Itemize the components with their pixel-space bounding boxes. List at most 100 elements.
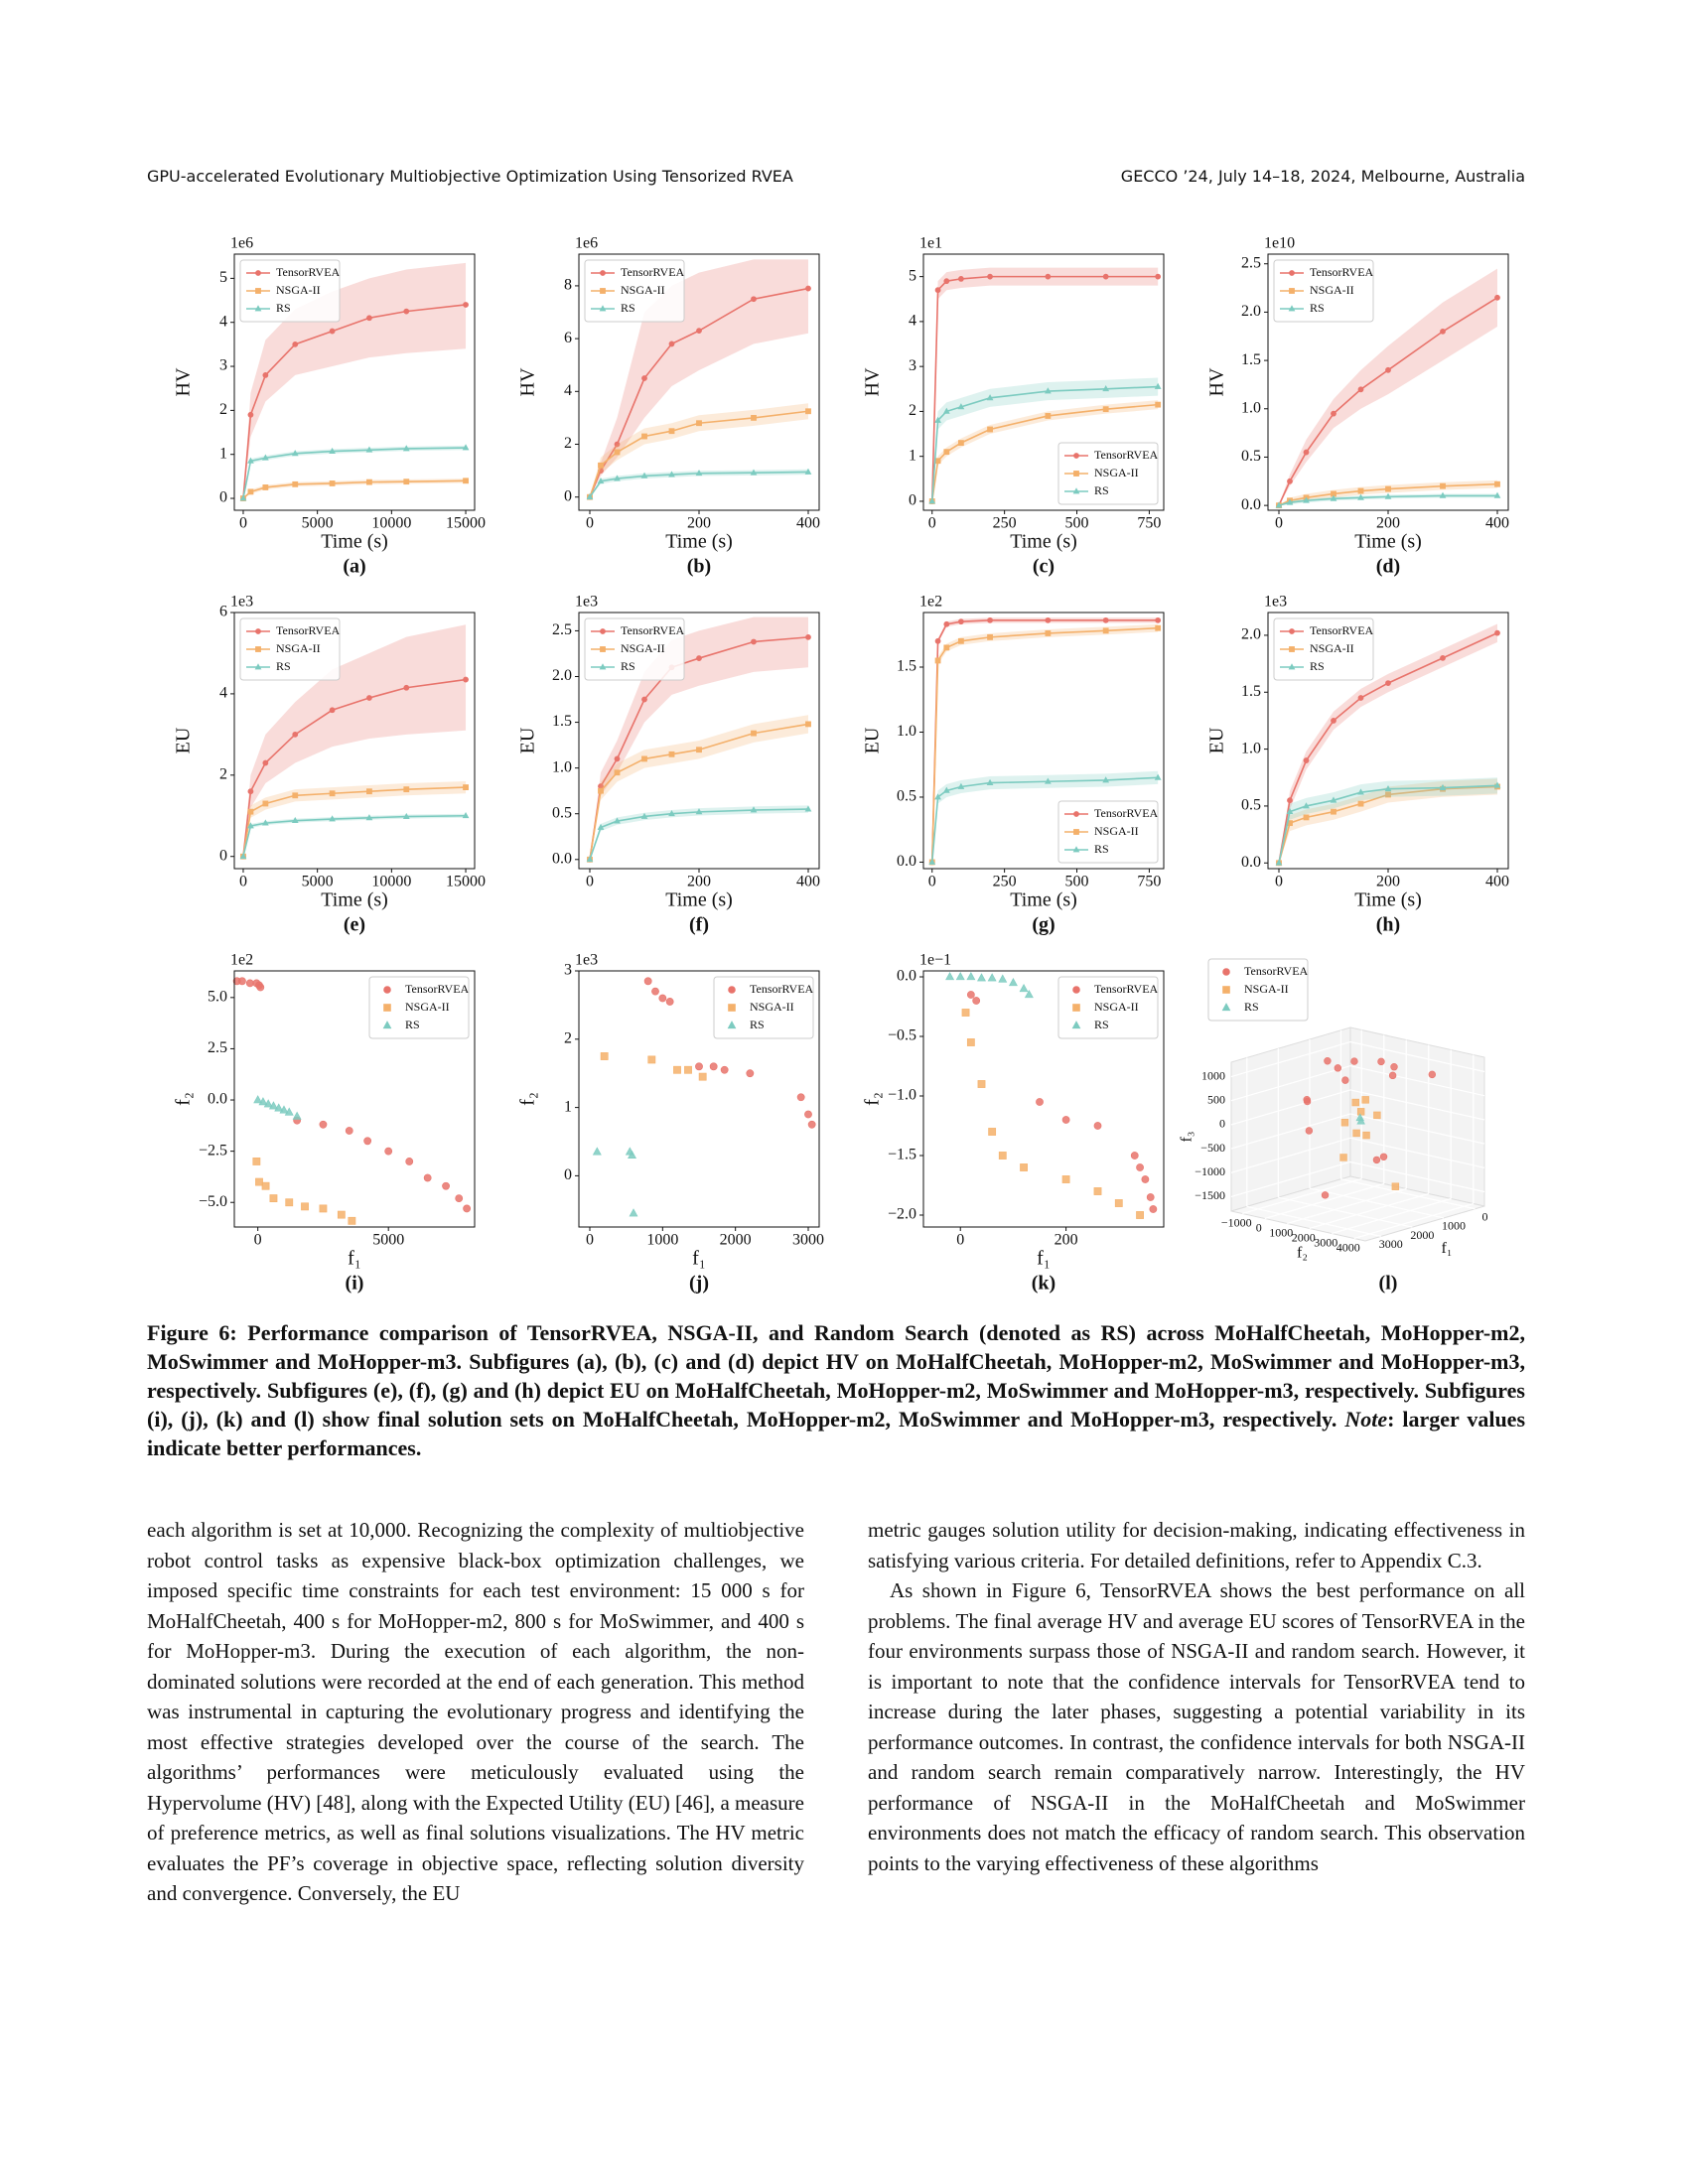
marker: [640, 472, 648, 478]
marker: [1390, 1063, 1398, 1071]
line: [1278, 494, 1497, 506]
marker: [696, 328, 702, 335]
legend-marker: [255, 288, 261, 294]
marker: [262, 484, 269, 490]
marker: [1045, 630, 1052, 636]
x-tick-label: 10000: [371, 515, 411, 532]
axis-offset-label: 1e1: [919, 235, 942, 252]
marker: [943, 644, 950, 651]
paragraph: each algorithm is set at 10,000. Recogni…: [147, 1518, 804, 1905]
legend-entry: RS: [1280, 301, 1325, 315]
marker: [462, 812, 470, 819]
x-tick-label: 400: [1485, 515, 1509, 532]
legend-label: NSGA-II: [1094, 824, 1139, 838]
marker: [998, 974, 1008, 983]
y-tick-label: 2.5: [1241, 254, 1261, 271]
y-axis-label: HV: [517, 367, 539, 396]
plot-frame: [578, 253, 820, 511]
marker: [1352, 1129, 1360, 1138]
marker: [1155, 401, 1162, 408]
marker: [247, 822, 254, 829]
marker: [1494, 480, 1500, 487]
marker: [1287, 478, 1293, 484]
marker: [1373, 1111, 1381, 1120]
y-tick-label: 1.0: [1241, 399, 1261, 416]
marker: [641, 696, 647, 703]
legend-label: NSGA-II: [1310, 641, 1354, 655]
marker: [750, 469, 758, 476]
legend: TensorRVEA NSGA-II RS: [1273, 617, 1374, 681]
marker: [805, 633, 811, 640]
series: [928, 623, 1162, 866]
subfigure-label: (b): [687, 556, 711, 578]
marker: [957, 782, 965, 789]
y-tick-label: −2.0: [888, 1206, 916, 1223]
marker: [1331, 718, 1336, 724]
legend: TensorRVEA NSGA-II RS: [713, 976, 814, 1039]
marker: [586, 492, 594, 500]
legend-entry: TensorRVEA: [1064, 806, 1159, 820]
grid-line: [1349, 1040, 1485, 1073]
y-tick-label: 2: [219, 765, 227, 782]
subfigure-label: (a): [343, 556, 365, 578]
marker: [1385, 791, 1391, 798]
plot-frame: [1267, 612, 1509, 870]
marker: [402, 812, 410, 819]
marker: [987, 973, 997, 982]
x-tick-label: 750: [1137, 874, 1161, 890]
y-axis-label: f₂: [173, 1092, 195, 1106]
legend-box: [1057, 976, 1159, 1039]
marker: [695, 470, 703, 477]
x-tick-label: 200: [1376, 515, 1400, 532]
x-tick-label: 500: [1065, 874, 1089, 890]
marker: [945, 972, 955, 981]
x-axis-label: f₁: [692, 1248, 706, 1270]
marker: [1384, 784, 1392, 792]
legend: TensorRVEA NSGA-II RS: [584, 259, 685, 323]
x-axis-label: Time (s): [1010, 531, 1077, 553]
line: [930, 619, 1159, 863]
confidence-band: [931, 400, 1159, 501]
marker: [329, 790, 336, 797]
marker: [262, 819, 269, 826]
confidence-band: [242, 445, 467, 499]
marker: [263, 1099, 273, 1108]
legend-label: RS: [1094, 483, 1109, 497]
legend-label: TensorRVEA: [276, 265, 341, 279]
grid-line: [1246, 1205, 1381, 1237]
series: [1276, 479, 1500, 509]
series: [600, 1052, 707, 1081]
z-tick-label: 0: [1219, 1117, 1225, 1131]
x-tick-label: 0: [956, 1232, 964, 1249]
subplot: 1e10 0.0 0.5 1.0 1.5 2.0 2.5 0 200 400 HV Time (s) T…: [1206, 235, 1509, 578]
subplot: 1e3 0.0 0.5 1.0 1.5 2.0 2.5 0 200 400 EU Time (s) Te…: [517, 594, 820, 936]
marker: [1286, 807, 1294, 815]
marker: [943, 449, 950, 456]
marker: [958, 637, 964, 644]
marker: [961, 1009, 970, 1017]
paragraph: As shown in Figure 6, TensorRVEA shows t…: [868, 1578, 1525, 1875]
x-axis-label: f₁: [348, 1248, 361, 1270]
marker: [405, 1158, 414, 1165]
marker: [751, 415, 757, 421]
marker: [1155, 273, 1162, 280]
marker: [403, 684, 410, 691]
legend: TensorRVEA NSGA-II RS: [1057, 800, 1159, 864]
body-column: each algorithm is set at 10,000. Recogni…: [147, 1515, 804, 1909]
y-tick-label: 0.5: [1241, 448, 1261, 465]
legend-box: [1273, 617, 1374, 681]
x-tick-label: 200: [1055, 1232, 1078, 1249]
legend-marker: [728, 986, 736, 994]
legend-label: NSGA-II: [750, 1000, 794, 1014]
subplot: 1e2 0.0 0.5 1.0 1.5 0 250 500 750 EU Time (s) Tenso…: [862, 594, 1165, 936]
marker: [1019, 984, 1029, 993]
plot-frame: [233, 253, 476, 511]
marker: [955, 972, 965, 981]
plot-frame: [233, 970, 476, 1228]
marker: [329, 707, 336, 714]
marker: [1141, 1175, 1150, 1183]
marker: [1357, 800, 1364, 807]
marker: [403, 308, 410, 315]
confidence-band: [242, 813, 467, 857]
y-axis-label: EU: [173, 727, 195, 753]
